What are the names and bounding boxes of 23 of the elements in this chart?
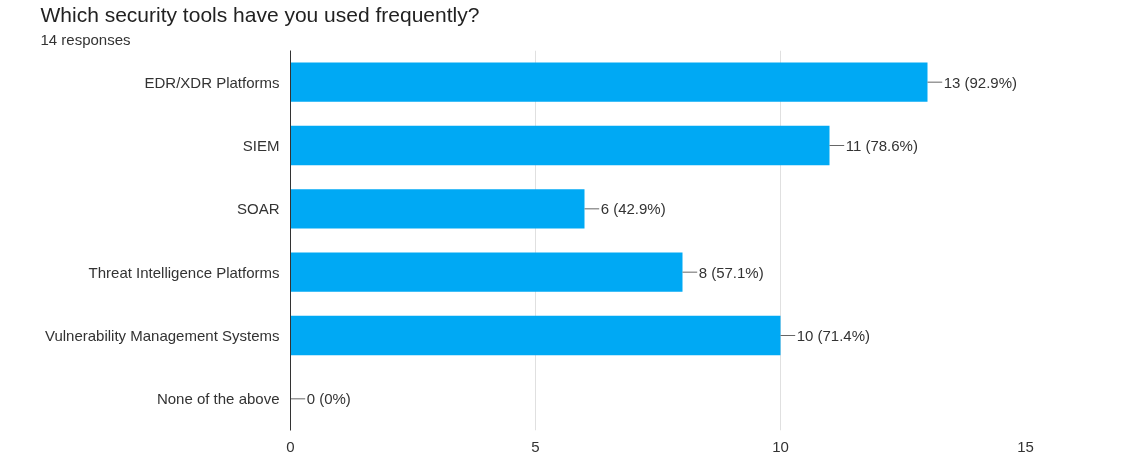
- bar: [290, 252, 683, 292]
- y-tick-label: Vulnerability Management Systems: [44, 327, 280, 344]
- data-label: 13 (92.9%): [943, 73, 1018, 91]
- x-tick-label: 15: [1017, 437, 1034, 455]
- data-label: 0 (0%): [306, 390, 351, 408]
- bar: [290, 189, 585, 229]
- y-tick-label: None of the above: [156, 390, 280, 408]
- y-tick-label: SIEM: [242, 137, 280, 154]
- x-tick-label: 5: [531, 437, 540, 455]
- bar: [290, 62, 928, 102]
- x-tick-label: 0: [286, 437, 295, 455]
- y-tick-label: EDR/XDR Platforms: [144, 73, 280, 91]
- y-tick-label: SOAR: [236, 200, 280, 218]
- data-label: 6 (42.9%): [600, 200, 666, 218]
- text: 14 responses: [40, 30, 131, 48]
- data-label: 8 (57.1%): [698, 263, 764, 281]
- bar: [290, 125, 830, 166]
- x-tick-label: 10: [772, 437, 789, 455]
- data-label: 11 (78.6%): [845, 137, 918, 154]
- y-tick-label: Threat Intelligence Platforms: [88, 263, 280, 281]
- data-label: 10 (71.4%): [796, 327, 871, 344]
- bar: [290, 315, 781, 356]
- chart-title: Which security tools have you used frequently?: [40, 2, 480, 26]
